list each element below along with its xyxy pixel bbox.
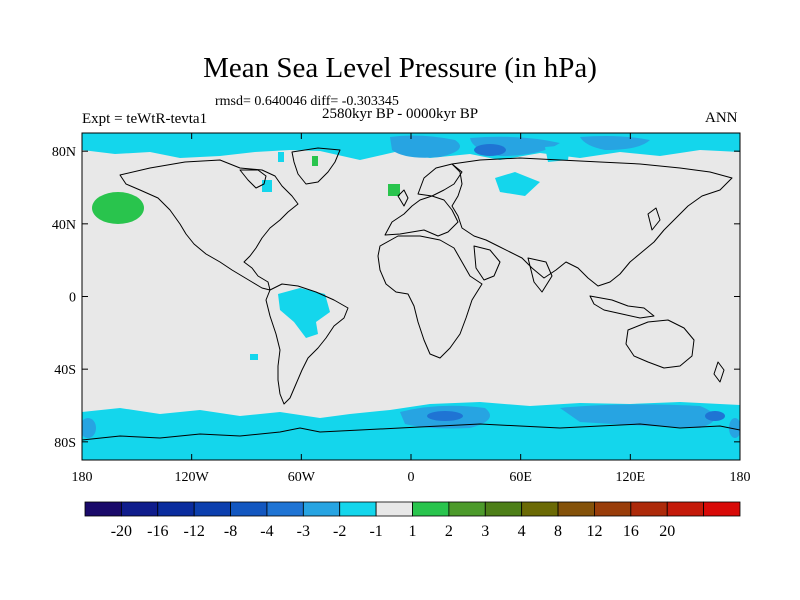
colorbar-label: 12 [586,523,602,540]
ross-sea-anomaly [729,418,740,438]
antarctic-peninsula-anomaly [82,418,96,438]
south-atlantic-anomaly-spot [250,354,258,360]
colorbar-label: -16 [147,523,168,540]
colorbar-label: -2 [333,523,346,540]
lon-tick-label: 120E [616,470,646,485]
lat-tick-label: 40S [54,363,76,378]
colorbar-swatch [630,501,668,517]
lon-tick-label: 120W [175,470,210,485]
colorbar-swatch [375,501,413,517]
southern-ocean-anomaly-region [82,402,740,460]
coastline-indonesia [589,295,655,319]
colorbar-swatch [484,501,523,517]
longitude-axis: 180 120W 60W 0 60E 120E 180 [72,133,751,485]
colorbar-swatch [521,501,559,517]
colorbar-swatch [448,501,486,517]
coastline-asia [451,157,733,287]
colorbar-swatch [339,501,377,517]
colorbar-label: -20 [111,523,132,540]
colorbar-label: 2 [445,523,453,540]
colorbar-label: -1 [369,523,382,540]
coastline-arabia [473,245,501,281]
lat-tick-label: 40N [52,218,76,233]
colorbar-label: -12 [184,523,205,540]
north-pacific-positive-anomaly [92,192,144,224]
colorbar-label: -3 [297,523,310,540]
lat-tick-label: 80N [52,145,76,160]
time-period-label: 2580kyr BP - 0000kyr BP [322,106,479,122]
lon-tick-label: 180 [72,470,93,485]
colorbar-label: 1 [409,523,417,540]
coastlines [82,147,740,441]
colorbar-swatch [230,501,268,517]
colorbar-label: -8 [224,523,237,540]
labrador-anomaly-spot [278,152,284,162]
coastline-hudson-bay [239,169,267,189]
lon-tick-label: 0 [408,470,415,485]
arctic-anomaly-region [82,133,740,196]
colorbar-label: -4 [260,523,273,540]
coastline-africa [377,235,483,359]
arctic-anomaly-medium-3 [580,136,650,150]
colorbar-label: 16 [623,523,639,540]
colorbar-swatch [84,501,122,517]
coastline-scandinavia [417,163,463,197]
coastline-australia [625,319,695,369]
map-panel [82,133,740,460]
colorbar-label: 8 [554,523,562,540]
coastline-japan [647,207,661,231]
colorbar-label: 20 [659,523,675,540]
coastline-greenland [291,147,341,185]
colorbar-swatch [302,501,341,517]
south-america-anomaly [278,288,330,338]
eurasia-anomaly-light [545,145,570,162]
colorbar-labels: -20 -16 -12 -8 -4 -3 -2 -1 1 2 3 4 8 12 16 20 [111,523,675,540]
greenland-positive-anomaly [312,156,318,166]
coastline-south-america [265,283,349,405]
colorbar-swatch [557,501,595,517]
colorbar-label: 3 [481,523,489,540]
lon-tick-label: 60E [509,470,532,485]
arctic-anomaly-strong [474,144,506,156]
lat-tick-label: 80S [54,436,76,451]
siberia-anomaly-light [495,172,540,196]
colorbar-swatch [594,501,632,517]
coastline-north-america [119,159,299,291]
lon-tick-label: 180 [730,470,751,485]
latitude-axis: 80N 40N 0 40S 80S [52,145,740,451]
coastline-new-zealand [713,361,725,383]
coastline-antarctica [82,423,740,441]
coastline-india [527,257,553,293]
southern-ocean-anomaly-strong [427,411,463,421]
colorbar-swatch [703,501,741,517]
coastline-uk [397,189,409,207]
arctic-anomaly-medium [390,135,460,158]
colorbar-swatch [266,501,304,517]
season-label: ANN [705,110,738,126]
lat-tick-label: 0 [69,291,76,306]
colorbar-swatch [666,501,705,517]
coastline-europe [384,195,459,237]
canada-anomaly-spot [262,180,272,192]
colorbar [84,501,741,517]
colorbar-swatch [157,501,195,517]
colorbar-swatch [120,501,159,517]
rmsd-diff-stats: rmsd= 0.640046 diff= -0.303345 [215,94,399,109]
colorbar-swatch [193,501,231,517]
plot-title: Mean Sea Level Pressure (in hPa) [203,52,597,84]
lon-tick-label: 60W [288,470,316,485]
southern-ocean-anomaly-medium-2 [560,404,715,428]
experiment-label: Expt = teWtR-tevta1 [82,111,208,127]
colorbar-label: 4 [518,523,526,540]
southern-ocean-anomaly-strong-2 [705,411,725,421]
north-atlantic-positive-anomaly [388,184,400,196]
colorbar-swatch [412,501,450,517]
